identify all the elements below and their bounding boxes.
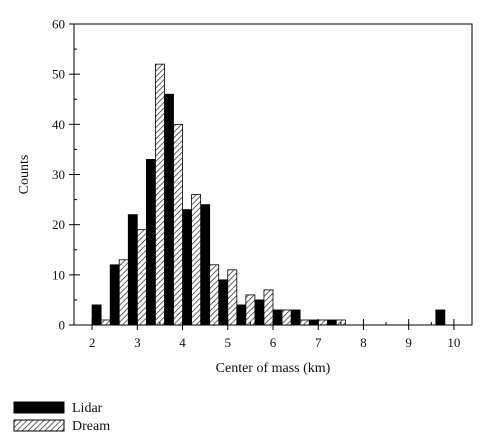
bar-lidar-14 [435,309,446,326]
bar-dream-12 [317,319,328,326]
x-tick-label-5: 7 [315,335,322,350]
x-tick-label-3: 5 [225,335,232,350]
x-tick-label-6: 8 [360,335,367,350]
bar-dream-2 [136,229,147,326]
bar-lidar-2 [127,214,138,326]
bar-dream-9 [263,289,274,326]
bar-dream-7 [227,269,238,326]
x-tick-label-4: 6 [270,335,277,350]
y-tick-label-6: 60 [52,17,65,32]
bar-lidar-7 [218,279,229,326]
ticks-layer: 2 3 4 5 6 7 8 9 10 0 10 20 30 40 50 60 [52,17,460,351]
bar-dream-10 [281,309,292,326]
y-tick-label-4: 40 [52,117,65,132]
y-tick-label-3: 30 [52,167,65,182]
x-tick-label-7: 9 [405,335,412,350]
bar-dream-6 [209,264,220,326]
legend-swatch-lidar [13,401,65,414]
bar-lidar-10 [272,309,283,326]
y-tick-label-0: 0 [59,318,66,333]
bar-dream-4 [173,123,183,326]
x-tick-label-1: 3 [134,335,141,350]
bar-lidar-4 [164,93,174,326]
x-tick-label-0: 2 [89,335,96,350]
bar-dream-1 [118,259,129,326]
legend-label-dream: Dream [72,419,110,434]
y-tick-label-5: 50 [52,67,65,82]
bar-lidar-8 [236,304,247,326]
y-tick-label-1: 10 [52,267,65,282]
legend-swatch-dream [13,419,65,432]
bar-lidar-0 [91,304,102,326]
x-tick-label-8: 10 [447,335,460,350]
bar-lidar-3 [145,159,156,326]
bar-lidar-5 [182,209,193,326]
bar-lidar-1 [109,264,120,326]
bar-dream-8 [245,294,256,326]
bar-lidar-12 [308,319,319,326]
bars-layer [91,63,446,326]
bar-dream-3 [155,63,165,326]
bar-dream-0 [100,319,111,326]
bar-dream-11 [299,319,310,326]
x-tick-label-2: 4 [179,335,186,350]
bar-lidar-9 [254,299,265,326]
legend: Lidar Dream [13,401,110,434]
y-axis-title: Counts [17,155,32,195]
bar-lidar-13 [326,319,337,326]
y-tick-label-2: 20 [52,217,65,232]
bar-dream-5 [191,194,202,326]
x-axis-title: Center of mass (km) [216,361,331,376]
legend-label-lidar: Lidar [72,401,103,416]
bar-lidar-6 [200,204,211,326]
